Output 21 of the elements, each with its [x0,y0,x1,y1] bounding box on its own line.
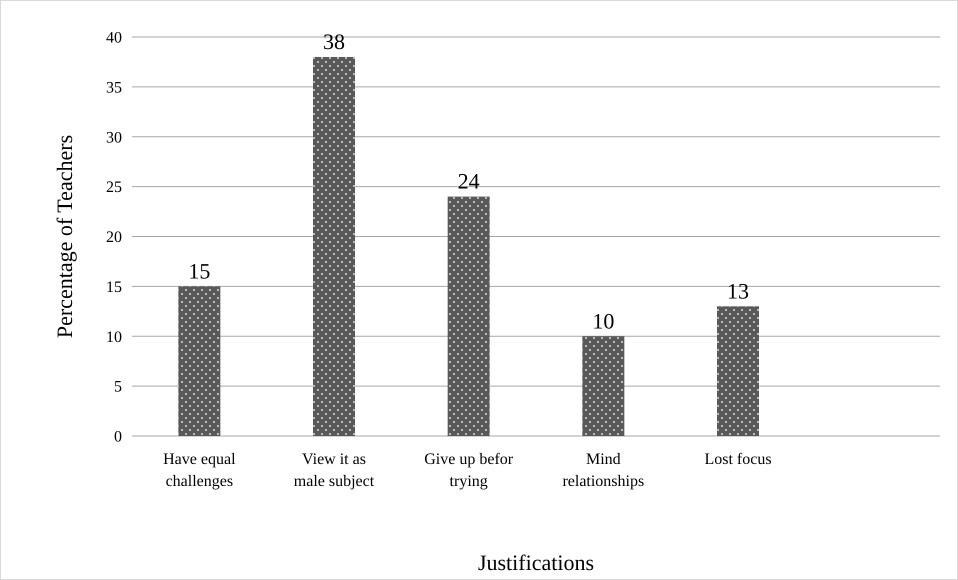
y-axis-title: Percentage of Teachers [52,134,77,338]
y-tick-label: 40 [106,30,122,47]
x-axis-title: Justifications [478,550,594,575]
x-tick-label: Give up befor trying [424,451,514,490]
x-tick-label: Lost focus [704,451,772,468]
y-tick-label: 10 [106,328,122,346]
x-tick-label: View it as male subject [294,451,375,490]
y-tick-label: 25 [106,179,122,196]
y-tick-label: 5 [114,378,122,396]
data-label: 24 [458,168,480,194]
data-label: 38 [323,28,345,54]
data-label: 13 [727,278,749,304]
y-tick-label: 20 [106,229,122,246]
x-tick-label: Have equal challenges [163,451,236,490]
x-tick-label: Mind relationships [562,451,644,490]
y-tick-label: 35 [106,79,122,96]
y-tick-label: 15 [106,278,122,296]
data-label: 15 [188,258,210,284]
y-tick-label: 30 [106,129,122,146]
data-label: 10 [592,308,614,334]
y-tick-label: 0 [114,428,122,446]
